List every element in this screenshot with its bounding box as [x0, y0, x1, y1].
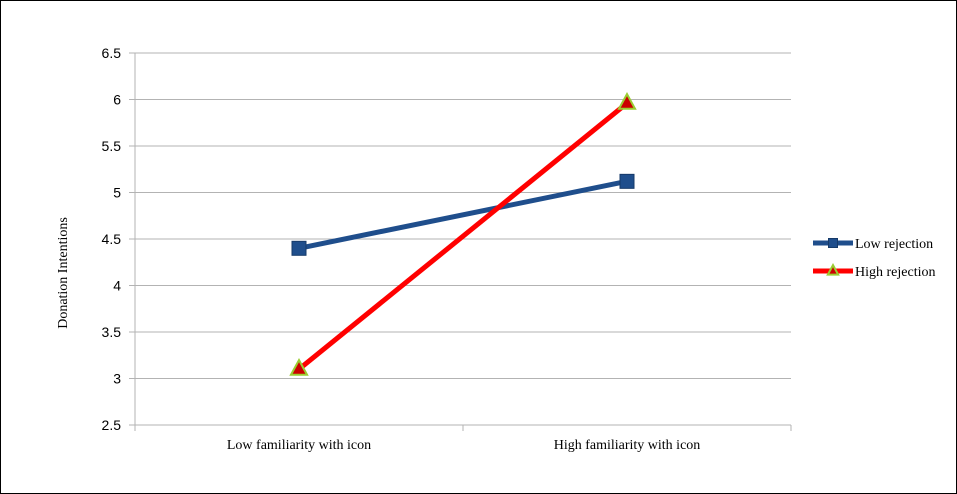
legend-label: Low rejection — [855, 237, 933, 252]
y-tick-label: 5.5 — [102, 138, 122, 154]
y-tick-label: 3.5 — [102, 324, 122, 340]
x-category-label: High familiarity with icon — [554, 438, 701, 453]
legend-label: High rejection — [855, 265, 935, 280]
y-tick-labels: 2.5 3 3.5 4 4.5 5 5.5 6 6.5 — [102, 45, 122, 433]
y-tick-label: 6 — [113, 92, 121, 108]
legend-item: High rejection — [813, 263, 935, 280]
data-point — [617, 92, 637, 110]
data-point — [289, 358, 309, 376]
x-category-label: Low familiarity with icon — [227, 438, 371, 453]
legend-marker — [828, 238, 838, 248]
series-line — [297, 101, 629, 372]
y-axis-title: Donation Intentions — [56, 217, 71, 329]
y-tick-label: 4 — [113, 278, 121, 294]
y-tick-label: 3 — [113, 371, 121, 387]
series — [289, 92, 637, 376]
y-tick-label: 6.5 — [102, 45, 122, 61]
gridlines — [135, 52, 791, 379]
data-point — [291, 240, 307, 256]
y-tick-label: 2.5 — [102, 417, 122, 433]
axes — [129, 52, 792, 431]
legend: Low rejection High rejection — [813, 237, 935, 280]
series-low-rejection — [291, 173, 635, 256]
y-tick-label: 4.5 — [102, 231, 122, 247]
series-high-rejection — [289, 92, 637, 376]
legend-marker — [826, 263, 840, 276]
series-line — [298, 178, 628, 251]
x-category-labels: Low familiarity with icon High familiarit… — [227, 438, 700, 453]
data-point — [619, 173, 635, 189]
y-tick-label: 5 — [113, 185, 121, 201]
legend-item: Low rejection — [813, 237, 933, 252]
